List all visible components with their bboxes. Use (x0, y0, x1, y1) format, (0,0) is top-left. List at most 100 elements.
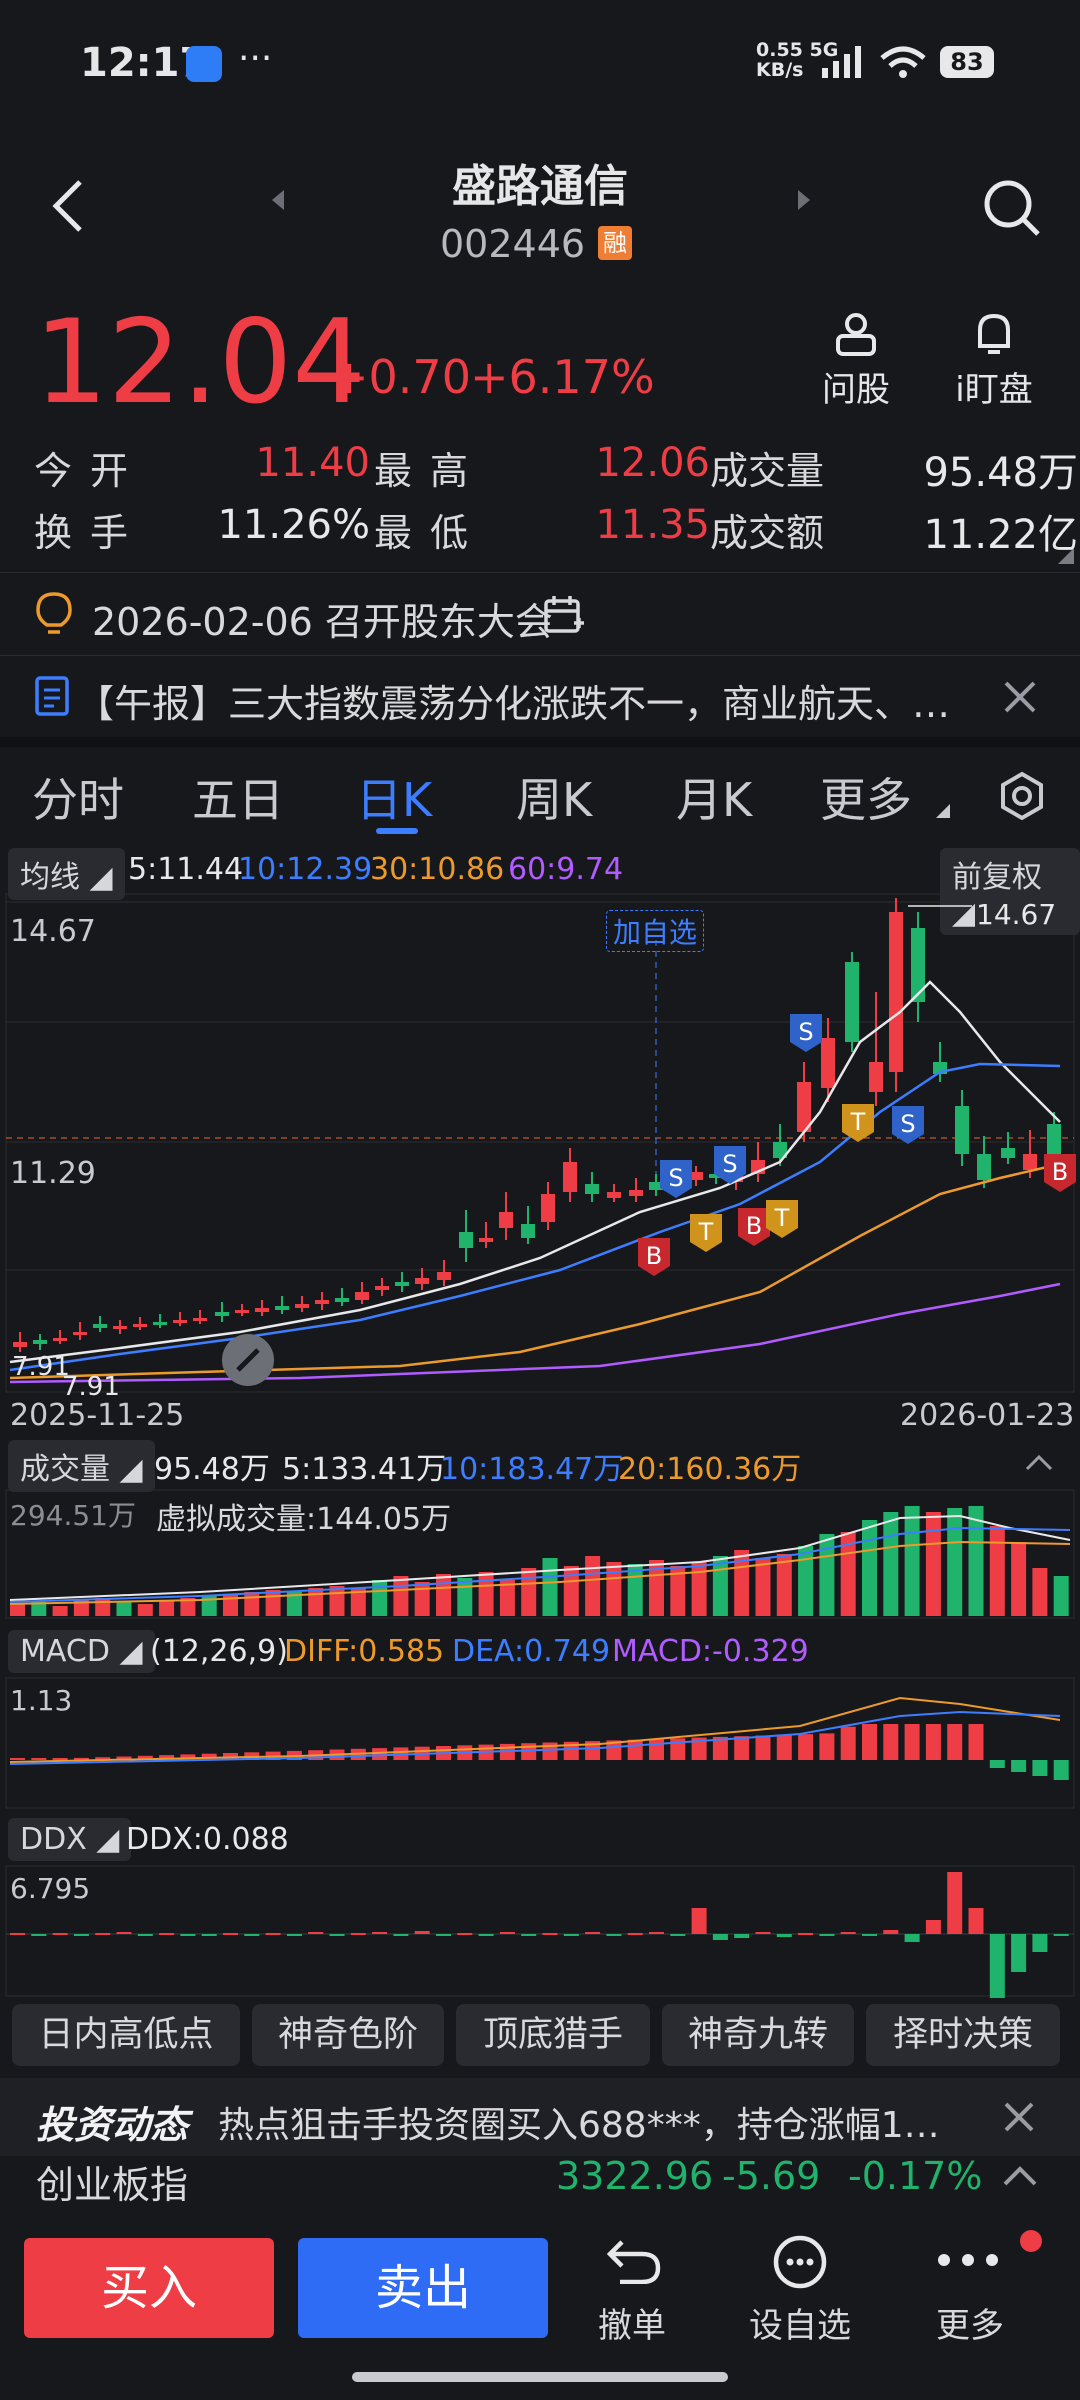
signal-marker (1044, 1154, 1076, 1192)
ddx-axis-label: 6.795 (10, 1872, 91, 1905)
more-button[interactable]: 更多 (900, 2230, 1042, 2350)
adjust-selector[interactable]: 前复权 ◢ (940, 848, 1080, 935)
ddx-bar (137, 1934, 153, 1936)
virtual-volume: 虚拟成交量:144.05万 (156, 1502, 452, 1537)
tab-weekly-k[interactable]: 周K (516, 773, 593, 827)
macd-bar (840, 1726, 856, 1760)
index-value: 3322.96 (556, 2154, 714, 2198)
tool-color-scale[interactable]: 神奇色阶 (252, 2004, 444, 2066)
signal-marker (790, 1014, 822, 1052)
macd-diff-line (9, 1696, 1061, 1763)
settings-icon[interactable] (996, 770, 1048, 822)
ddx-bar (798, 1933, 814, 1935)
current-price: 12.04 (34, 295, 367, 430)
ddx-bar (1032, 1934, 1048, 1952)
volume-bar (755, 1558, 771, 1616)
tool-intraday-high-low[interactable]: 日内高低点 (12, 2004, 240, 2066)
tab-intraday[interactable]: 分时 (32, 773, 124, 827)
signal-marker-letter: T (698, 1218, 714, 1246)
candle-body (395, 1282, 409, 1286)
volume-bar (286, 1592, 302, 1616)
add-watchlist-button[interactable]: 设自选 (730, 2230, 870, 2350)
candle-body (235, 1310, 249, 1313)
volume-bar (116, 1602, 132, 1616)
signal-marker (660, 1160, 692, 1198)
ddx-chart[interactable] (0, 1864, 1080, 1998)
tool-timing-decision[interactable]: 择时决策 (866, 2004, 1060, 2066)
tool-top-bottom-hunter[interactable]: 顶底猎手 (456, 2004, 650, 2066)
macd-bar (691, 1737, 707, 1760)
kline-chart[interactable]: BTS SB TST SB (0, 892, 1080, 1398)
add-watch-marker[interactable]: 加自选 (606, 910, 705, 952)
ma5-line (9, 980, 1061, 1364)
divider (0, 737, 1080, 747)
tab-five-day[interactable]: 五日 (192, 773, 284, 827)
tab-monthly-k[interactable]: 月K (676, 773, 753, 827)
ask-stock-button[interactable]: 问股 (820, 310, 892, 411)
home-indicator[interactable] (352, 2372, 728, 2382)
peak-price-label: 14.67 (976, 898, 1057, 931)
volume-bar (73, 1600, 89, 1616)
close-icon[interactable] (1002, 679, 1038, 715)
macd-bar (798, 1734, 814, 1760)
macd-chart[interactable] (0, 1676, 1080, 1810)
macd-value: MACD:-0.329 (612, 1634, 809, 1669)
volume-bar (989, 1526, 1005, 1616)
macd-selector[interactable]: MACD ◢ (8, 1630, 155, 1673)
ticker-text: 热点狙击手投资圈买入688***，持仓涨幅1… (218, 2105, 940, 2146)
candle-body (1001, 1148, 1015, 1158)
cancel-order-button[interactable]: 撤单 (562, 2230, 702, 2350)
volume-bar (968, 1506, 984, 1616)
signal-marker-letter: S (900, 1110, 915, 1138)
axis-mid-label: 11.29 (10, 1156, 96, 1191)
next-stock-icon[interactable] (794, 188, 814, 212)
more-notifications-icon: ··· (238, 38, 273, 79)
expand-corner-icon[interactable] (1058, 548, 1074, 564)
macd-bar (627, 1739, 643, 1760)
back-icon[interactable] (48, 176, 88, 236)
ddx-bar (436, 1934, 451, 1936)
ddx-bar (649, 1932, 664, 1934)
signal-marker (714, 1146, 746, 1184)
amount-value: 11.22亿 (923, 512, 1078, 558)
volume-ma10 (9, 1526, 1071, 1603)
ddx-bar (819, 1934, 835, 1936)
volume-selector[interactable]: 成交量 ◢ (8, 1440, 155, 1492)
buy-button[interactable]: 买入 (24, 2238, 274, 2338)
ticker-close-icon[interactable] (1002, 2100, 1036, 2134)
volume-label: 成交量 (710, 449, 825, 493)
sell-button[interactable]: 卖出 (298, 2238, 548, 2338)
investment-ticker[interactable]: 投资动态 热点狙击手投资圈买入688***，持仓涨幅1… (0, 2078, 1080, 2156)
candle-body (955, 1106, 969, 1154)
volume-bar (585, 1556, 601, 1616)
search-icon[interactable] (980, 176, 1044, 240)
notice-bar[interactable]: 2026-02-06 召开股东大会 (0, 572, 1080, 656)
ddx-bar (691, 1908, 707, 1934)
prev-stock-icon[interactable] (268, 188, 288, 212)
tool-magic-nine[interactable]: 神奇九转 (662, 2004, 854, 2066)
tab-daily-k[interactable]: 日K (356, 773, 433, 827)
watch-monitor-button[interactable]: i盯盘 (944, 310, 1044, 411)
tab-more[interactable]: 更多 (820, 773, 912, 827)
candle-body (977, 1154, 991, 1180)
news-bar[interactable]: 【午报】三大指数震荡分化涨跌不一，商业航天、… (0, 655, 1080, 737)
collapse-up-icon[interactable] (1024, 1454, 1054, 1472)
macd-bar (137, 1755, 153, 1760)
candle-body (649, 1182, 663, 1190)
volume-bar (798, 1546, 814, 1616)
volume-chart[interactable] (0, 1488, 1080, 1620)
signal-marker (766, 1200, 798, 1238)
ma-selector[interactable]: 均线 ◢ (8, 848, 125, 900)
index-bar[interactable]: 创业板指 3322.96 -5.69 -0.17% (0, 2140, 1080, 2220)
candle-body (93, 1324, 107, 1328)
ddx-selector[interactable]: DDX ◢ (8, 1818, 132, 1861)
candle-body (821, 1038, 835, 1088)
calendar-add-icon[interactable] (542, 593, 586, 637)
candle-body (773, 1142, 787, 1158)
signal-marker-letter: T (774, 1204, 790, 1232)
ddx-bar (372, 1932, 388, 1934)
bulb-icon (36, 592, 72, 634)
expand-up-icon[interactable] (1002, 2164, 1038, 2188)
robot-icon (836, 313, 876, 356)
app-notification-icon (186, 46, 222, 82)
